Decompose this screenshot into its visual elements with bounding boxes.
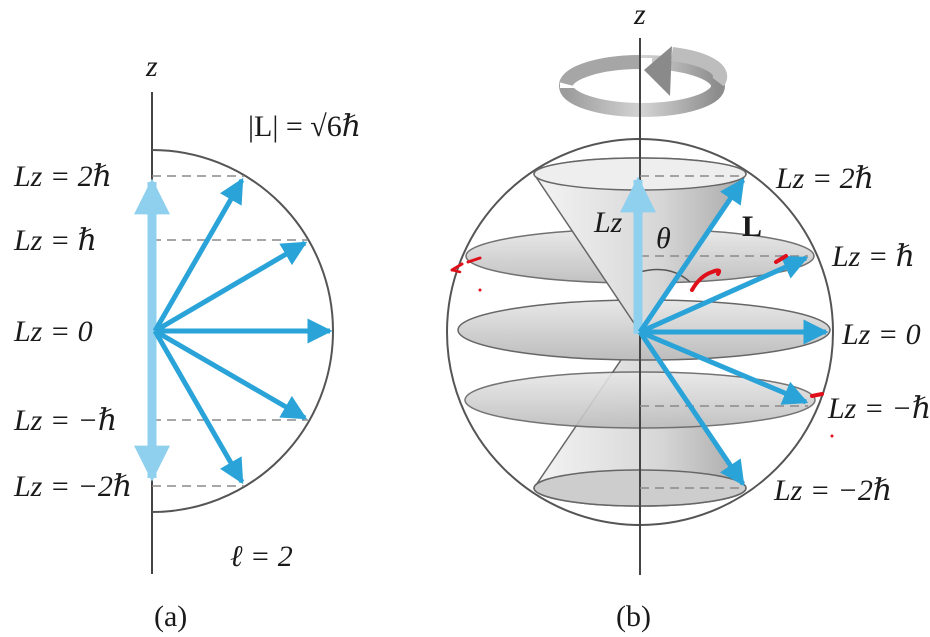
lz-label-b-2: Lz = 2ℏ <box>775 162 874 195</box>
theta-label: θ <box>656 222 671 255</box>
caption-b: (b) <box>616 600 651 633</box>
lz-label-a-2: Lz = 2ℏ <box>13 160 112 193</box>
magnitude-label-a: |L| = √6ℏ <box>248 110 361 143</box>
l-vector-a-2 <box>152 177 245 333</box>
red-annotation-marks <box>450 254 834 438</box>
lz-label-b-1: Lz = ℏ <box>831 240 915 273</box>
lz-label-b-0: Lz = 0 <box>841 318 921 351</box>
lz-axis-label-b: Lz <box>593 206 623 239</box>
l-vector-a-m2 <box>152 329 245 485</box>
rotation-arrow-icon <box>559 46 728 117</box>
l-vector-b-m2 <box>637 330 746 487</box>
quantum-number-label: ℓ = 2 <box>230 540 293 573</box>
lz-label-a-m1: Lz = −ℏ <box>13 404 117 437</box>
l-vector-a-1 <box>153 240 308 334</box>
lz-label-a-0: Lz = 0 <box>13 315 93 348</box>
panel-b: z Lz θ L Lz = 2ℏ Lz = ℏ Lz = 0 Lz = −ℏ L… <box>446 0 930 633</box>
l-vector-label: L <box>742 210 762 243</box>
panel-a: z |L| = √6ℏ Lz = 2ℏ Lz = ℏ Lz = 0 Lz = −… <box>13 50 361 633</box>
z-axis-label-a: z <box>145 50 158 83</box>
lz-label-b-m2: Lz = −2ℏ <box>773 474 892 507</box>
lz-label-b-m1: Lz = −ℏ <box>827 392 930 425</box>
caption-a: (a) <box>154 600 187 633</box>
z-axis-label-b: z <box>633 0 646 31</box>
lz-label-a-m2: Lz = −2ℏ <box>13 470 132 503</box>
l-vector-a-m1 <box>153 328 308 421</box>
l-vector-b-1 <box>638 255 809 335</box>
lz-label-a-1: Lz = ℏ <box>13 224 97 257</box>
l-vector-b-m1 <box>639 329 809 405</box>
l-vector-b-2 <box>637 177 746 334</box>
semicircle-a <box>151 149 334 513</box>
theta-arc <box>639 268 691 283</box>
